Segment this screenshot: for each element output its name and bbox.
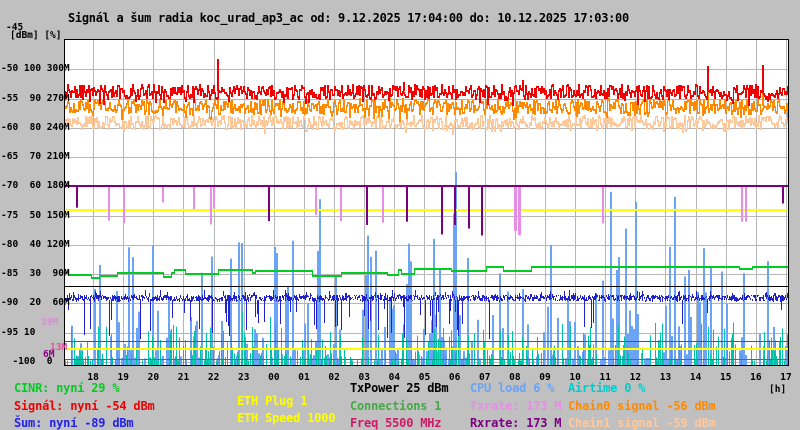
legend-rxrate: Rxrate: 173 M <box>470 416 562 430</box>
legend-connections: Connections 1 <box>350 399 442 413</box>
legend-airtime: Airtime 0 % <box>568 381 646 395</box>
x-axis-tick: 17 <box>780 372 792 383</box>
x-axis-tick: 08 <box>509 372 521 383</box>
legend-šum: Šum: nyní -89 dBm <box>14 416 134 430</box>
x-axis-tick: 12 <box>629 372 642 383</box>
x-axis-tick: 23 <box>238 372 250 383</box>
x-axis-tick: 06 <box>448 372 461 383</box>
legend-freq: Freq 5500 MHz <box>350 416 442 430</box>
x-axis-tick: 13 <box>659 372 672 383</box>
legend-chain1: Chain1 signal -59 dBm <box>568 416 716 430</box>
x-axis-tick: 14 <box>689 372 702 383</box>
y-axis-row: -75 50 150M <box>1 209 70 221</box>
y-axis-unit-label: [dBm] [%] <box>10 30 62 41</box>
legend-chain0: Chain0 signal -56 dBm <box>568 399 716 413</box>
x-axis-tick: 00 <box>268 372 280 383</box>
legend-cinr: CINR: nyní 29 % <box>14 381 120 395</box>
legend-eth: ETH Speed 1000 <box>237 411 336 425</box>
x-axis-tick: 09 <box>539 372 551 383</box>
y-axis-row: -90 20 60M <box>1 297 70 309</box>
y-axis-row: -50 100 300M <box>1 63 70 75</box>
y-axis-row: -70 60 180M <box>1 180 70 192</box>
x-axis-unit-label: [h] <box>769 384 787 395</box>
x-axis-tick: 15 <box>720 372 732 383</box>
x-axis-tick: 22 <box>207 372 220 383</box>
legend-txpower: TxPower 25 dBm <box>350 381 449 395</box>
y-axis-row: -55 90 270M <box>1 92 70 104</box>
x-axis-tick: 05 <box>418 372 431 383</box>
legend-txrate: Txrate: 173 M <box>470 399 562 413</box>
x-axis-tick: 20 <box>147 372 160 383</box>
y-axis-row: -80 40 120M <box>1 238 70 250</box>
y-axis-top-label: -45 <box>6 22 24 33</box>
y-axis-marker-39m: 39M <box>41 316 59 328</box>
x-axis-tick: 16 <box>750 372 762 383</box>
y-axis-row: -100 0 <box>1 355 53 367</box>
x-axis-tick: 21 <box>177 372 190 383</box>
legend-eth: ETH Plug 1 <box>237 394 308 408</box>
y-axis-row: -65 70 210M <box>1 151 70 163</box>
legend-cpu: CPU load 6 % <box>470 381 555 395</box>
x-axis-tick: 11 <box>599 372 611 383</box>
y-axis-row: -85 30 90M <box>1 268 70 280</box>
x-axis-tick: 02 <box>328 372 340 383</box>
x-axis-tick: 10 <box>569 372 581 383</box>
y-axis-row: -95 10 <box>1 326 36 338</box>
y-axis-marker-13m: 13M <box>50 342 68 354</box>
x-axis-tick: 01 <box>298 372 310 383</box>
x-axis-tick: 18 <box>87 372 99 383</box>
legend-signál: Signál: nyní -54 dBm <box>14 399 155 413</box>
y-axis-marker-6m: 6M <box>43 349 55 361</box>
x-axis-tick: 03 <box>358 372 370 383</box>
chart-title: Signál a šum radia koc_urad_ap3_ac od: 9… <box>68 11 629 25</box>
x-axis-tick: 04 <box>388 372 401 383</box>
chart-plot-area <box>64 39 789 366</box>
x-axis-tick: 07 <box>479 372 491 383</box>
x-axis-tick: 19 <box>117 372 129 383</box>
y-axis-row: -60 80 240M <box>1 121 70 133</box>
